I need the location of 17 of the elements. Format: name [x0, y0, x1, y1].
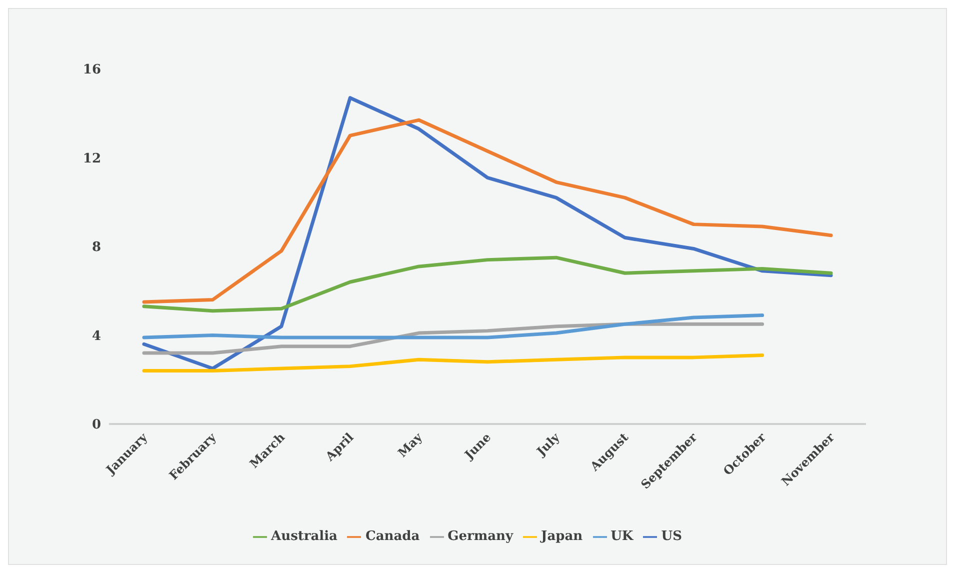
y-tick-label: 12 [82, 151, 101, 166]
legend-label: Australia [271, 529, 338, 544]
y-tick-label: 4 [92, 328, 101, 344]
legend-label: Japan [541, 529, 583, 544]
line-series [142, 256, 833, 313]
legend-label: US [661, 529, 682, 544]
legend-label: Germany [448, 529, 514, 544]
legend-label: Canada [365, 529, 420, 544]
legend-label: UK [610, 529, 634, 544]
y-tick-label: 8 [92, 240, 101, 256]
y-tick-label: 0 [92, 418, 101, 433]
line-series [142, 118, 833, 304]
y-tick-label: 16 [82, 62, 101, 78]
line-series [142, 322, 764, 355]
line-series [142, 353, 764, 372]
line-series [142, 314, 764, 340]
line-series [142, 96, 833, 370]
